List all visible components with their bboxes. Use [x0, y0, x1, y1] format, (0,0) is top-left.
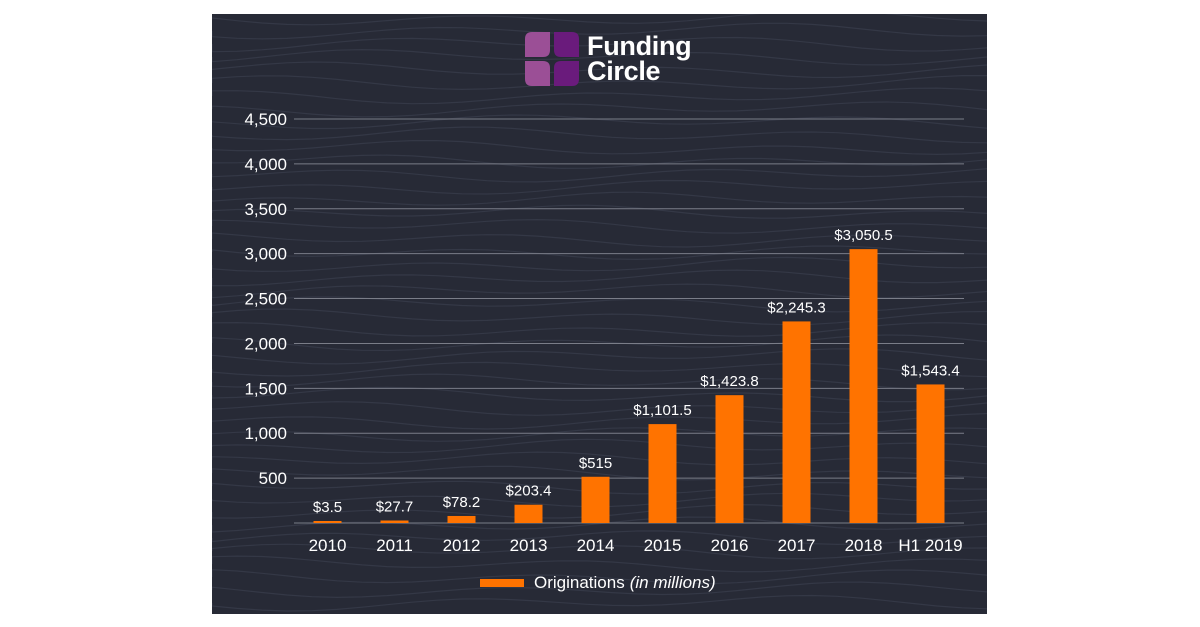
x-tick-label: 2016: [711, 536, 749, 555]
y-tick-label: 2,500: [244, 290, 287, 309]
y-tick-label: 500: [259, 469, 287, 488]
y-tick-label: 3,000: [244, 245, 287, 264]
data-label: $2,245.3: [767, 299, 825, 316]
bar-chart: 500 1,000 1,500 2,000 2,500 3,000 3,500 4,000 4,…: [244, 110, 964, 555]
data-label: $27.7: [376, 499, 414, 516]
x-tick-label: 2011: [376, 536, 413, 555]
bar: [715, 395, 744, 523]
y-tick-label: 3,500: [244, 200, 287, 219]
legend-unit-note: (in millions): [629, 573, 716, 592]
legend: Originations (in millions): [480, 573, 716, 593]
y-tick-label: 2,000: [244, 334, 287, 353]
x-tick-label: 2015: [644, 536, 682, 555]
legend-label: Originations: [534, 573, 625, 592]
x-tick-label: 2018: [845, 536, 883, 555]
y-tick-label: 4,000: [244, 155, 287, 174]
data-label: $3,050.5: [834, 227, 892, 244]
x-tick-label: 2012: [443, 536, 481, 555]
data-label: $78.2: [443, 494, 481, 511]
data-label: $3.5: [313, 499, 342, 516]
wordmark-line-2: Circle: [587, 56, 661, 86]
y-tick-label: 4,500: [244, 110, 287, 129]
x-tick-label: H1 2019: [898, 536, 962, 555]
funding-circle-logo-icon: [525, 32, 579, 86]
data-label: $1,101.5: [633, 402, 691, 419]
x-tick-label: 2014: [577, 536, 615, 555]
data-label: $203.4: [506, 483, 552, 500]
bar: [782, 321, 811, 523]
x-tick-label: 2010: [309, 536, 347, 555]
bar: [313, 521, 342, 523]
bar: [514, 504, 543, 523]
wordmark-line-1: Funding: [587, 31, 692, 61]
bar: [447, 515, 476, 523]
chart-panel: Funding Circle 500 1,000 1,500 2,000 2,500 3,…: [212, 14, 987, 614]
x-tick-label: 2013: [510, 536, 548, 555]
funding-circle-logo: Funding Circle: [525, 31, 692, 86]
bar: [648, 424, 677, 523]
x-tick-label: 2017: [778, 536, 816, 555]
data-label: $1,543.4: [901, 362, 959, 379]
bar: [581, 476, 610, 523]
bar: [849, 249, 878, 524]
data-label: $515: [579, 455, 612, 472]
data-label: $1,423.8: [700, 373, 758, 390]
y-tick-label: 1,000: [244, 424, 287, 443]
bar: [380, 520, 409, 523]
bar: [916, 384, 945, 523]
legend-swatch: [480, 579, 524, 587]
funding-circle-wordmark: Funding Circle: [587, 31, 692, 86]
y-tick-label: 1,500: [244, 379, 287, 398]
